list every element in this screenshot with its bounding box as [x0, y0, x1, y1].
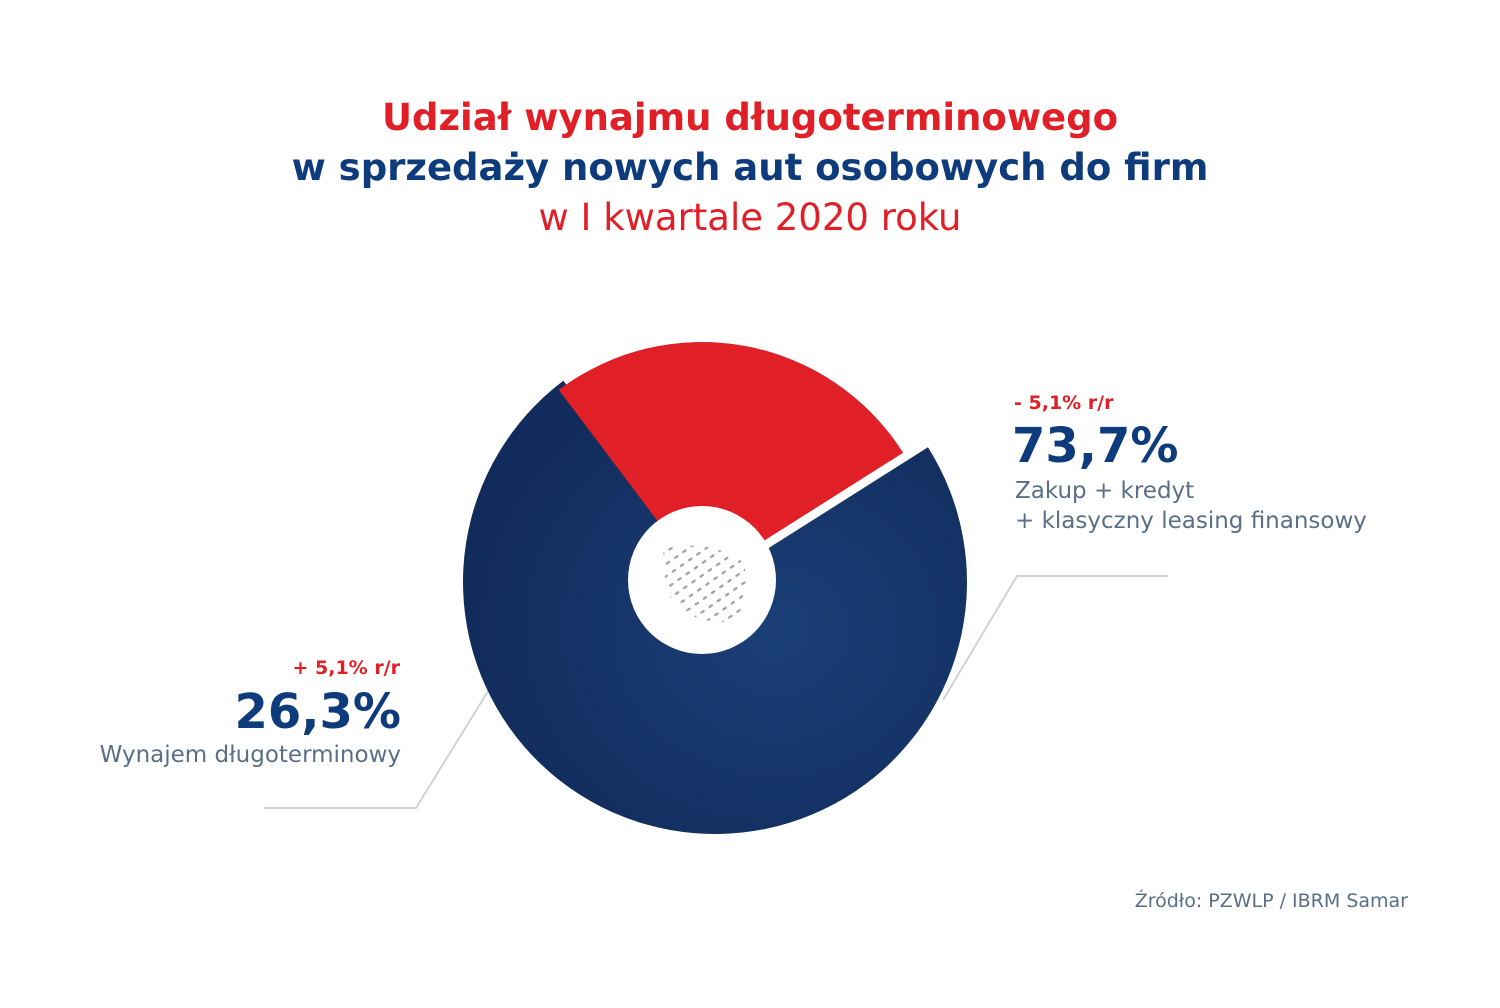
- slice-description-purchase-line-1: Zakup + kredyt: [1015, 478, 1195, 504]
- slice-description-purchase-line-2: + klasyczny leasing finansowy: [1015, 508, 1367, 534]
- leader-line-right: [942, 575, 1168, 701]
- chart-title-line-1: Udział wynajmu długoterminowego: [381, 96, 1119, 139]
- slice-value-long-term-rental: 26,3%: [234, 684, 401, 740]
- slice-change-purchase: - 5,1% r/r: [1014, 392, 1114, 414]
- slice-value-purchase: 73,7%: [1012, 418, 1179, 474]
- slice-description-long-term-rental: Wynajem długoterminowy: [99, 742, 401, 768]
- source-note: Źródło: PZWLP / IBRM Samar: [1134, 890, 1408, 912]
- chart-subtitle: w I kwartale 2020 roku: [538, 196, 962, 239]
- pie-slice-long-term-rental: [558, 342, 904, 580]
- chart-title-line-2: w sprzedaży nowych aut osobowych do firm: [291, 146, 1209, 189]
- leader-line-left: [264, 687, 491, 809]
- slice-change-long-term-rental: + 5,1% r/r: [292, 657, 400, 679]
